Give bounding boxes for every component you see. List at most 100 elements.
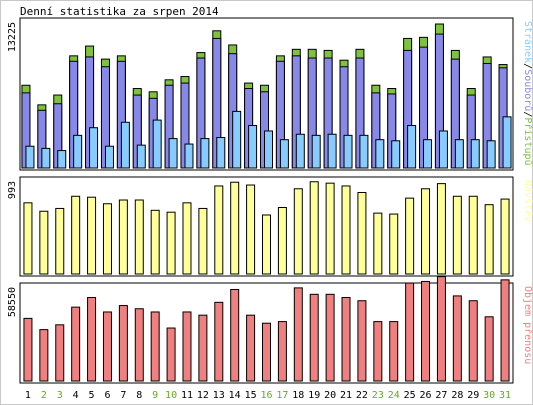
legend-separator: / <box>522 111 533 117</box>
x-tick-label-10: 10 <box>165 390 177 401</box>
bar-visits-6 <box>102 203 112 275</box>
bar-traffic-13 <box>214 301 224 382</box>
legend-entry-souborů: Souborů <box>522 69 533 111</box>
x-tick-label-26: 26 <box>420 390 432 401</box>
x-tick-label-17: 17 <box>276 390 288 401</box>
bar-traffic-3 <box>55 324 65 382</box>
bar-traffic-7 <box>118 305 128 382</box>
bar-traffic-2 <box>39 329 49 382</box>
bar-visits-31 <box>500 198 510 275</box>
bar-stranek-14 <box>232 110 242 169</box>
x-tick-label-1: 1 <box>25 390 31 401</box>
panel-visits-legend: Návštěv <box>522 180 533 222</box>
x-tick-label-13: 13 <box>213 390 225 401</box>
bar-traffic-21 <box>341 297 351 382</box>
bar-traffic-30 <box>484 316 494 382</box>
bar-stranek-27 <box>438 130 448 169</box>
bar-traffic-11 <box>182 311 192 382</box>
bar-stranek-24 <box>391 140 401 169</box>
bar-traffic-17 <box>277 321 287 382</box>
x-tick-label-15: 15 <box>245 390 257 401</box>
bar-traffic-29 <box>468 300 478 382</box>
bar-stranek-30 <box>486 140 496 169</box>
panel-visits-ymax-label: 993 <box>7 181 18 199</box>
bar-stranek-2 <box>41 147 51 169</box>
bar-traffic-15 <box>246 314 256 382</box>
bar-visits-25 <box>405 197 415 275</box>
panel-traffic-legend: Objem přenosu <box>522 286 533 364</box>
panel-traffic-ymax-label: 58550 <box>7 287 18 317</box>
bar-stranek-13 <box>216 137 226 169</box>
bar-traffic-23 <box>373 321 383 382</box>
bar-stranek-10 <box>168 138 178 169</box>
bar-stranek-29 <box>470 139 480 169</box>
legend-entry-návštěv: Návštěv <box>522 180 533 222</box>
x-tick-label-7: 7 <box>120 390 126 401</box>
x-tick-label-29: 29 <box>467 390 479 401</box>
bar-visits-8 <box>134 199 144 275</box>
bar-stranek-25 <box>407 125 417 169</box>
bar-visits-11 <box>182 202 192 275</box>
bar-visits-1 <box>23 202 33 275</box>
bar-visits-23 <box>373 212 383 275</box>
legend-entry-stránek: Stránek <box>522 21 533 63</box>
bar-visits-7 <box>118 199 128 275</box>
x-tick-label-8: 8 <box>136 390 142 401</box>
bar-visits-19 <box>309 181 319 275</box>
bar-traffic-20 <box>325 293 335 382</box>
bar-visits-9 <box>150 209 160 275</box>
bar-visits-30 <box>484 204 494 275</box>
bar-stranek-23 <box>375 139 385 169</box>
legend-entry-přístupů: Přístupů <box>522 117 533 165</box>
bar-traffic-1 <box>23 317 33 382</box>
bar-traffic-31 <box>500 279 510 382</box>
bar-stranek-1 <box>25 145 35 169</box>
bar-visits-4 <box>71 195 81 275</box>
bar-traffic-16 <box>262 322 271 382</box>
x-tick-label-27: 27 <box>435 390 447 401</box>
panel-access-ymax-label: 13225 <box>7 22 18 52</box>
bar-traffic-5 <box>87 297 97 382</box>
bar-traffic-27 <box>436 276 446 382</box>
bar-visits-29 <box>468 195 478 275</box>
bar-visits-18 <box>293 188 303 275</box>
x-tick-label-16: 16 <box>260 390 272 401</box>
x-tick-label-19: 19 <box>308 390 320 401</box>
x-tick-label-12: 12 <box>197 390 209 401</box>
x-tick-label-21: 21 <box>340 390 352 401</box>
bar-traffic-26 <box>421 280 431 382</box>
bar-traffic-22 <box>357 300 367 382</box>
x-tick-label-18: 18 <box>292 390 304 401</box>
x-tick-label-6: 6 <box>104 390 110 401</box>
bar-stranek-7 <box>120 121 130 169</box>
bar-traffic-25 <box>405 282 415 382</box>
bar-stranek-8 <box>136 144 146 169</box>
bar-visits-24 <box>389 213 399 275</box>
bar-visits-22 <box>357 192 367 275</box>
bar-visits-27 <box>436 183 446 275</box>
x-tick-label-9: 9 <box>152 390 158 401</box>
bar-visits-26 <box>421 188 431 275</box>
bar-stranek-28 <box>454 139 464 169</box>
bar-stranek-19 <box>311 134 321 169</box>
x-tick-label-25: 25 <box>404 390 416 401</box>
bar-visits-13 <box>214 185 224 275</box>
legend-entry-objem-přenosu: Objem přenosu <box>522 286 533 364</box>
x-tick-label-30: 30 <box>483 390 495 401</box>
bar-visits-14 <box>230 181 240 275</box>
bar-stranek-18 <box>295 133 305 169</box>
bar-traffic-9 <box>150 311 160 382</box>
bar-traffic-28 <box>452 295 462 382</box>
x-tick-label-24: 24 <box>388 390 400 401</box>
bar-stranek-3 <box>57 150 67 169</box>
bar-visits-3 <box>55 207 65 275</box>
bar-visits-21 <box>341 185 351 275</box>
bar-visits-20 <box>325 182 335 275</box>
legend-separator: / <box>522 63 533 69</box>
bar-stranek-31 <box>502 116 512 169</box>
x-tick-label-14: 14 <box>229 390 241 401</box>
chart-title: Denní statistika za srpen 2014 <box>20 5 219 18</box>
bar-traffic-19 <box>309 293 319 382</box>
bar-traffic-8 <box>134 308 144 382</box>
